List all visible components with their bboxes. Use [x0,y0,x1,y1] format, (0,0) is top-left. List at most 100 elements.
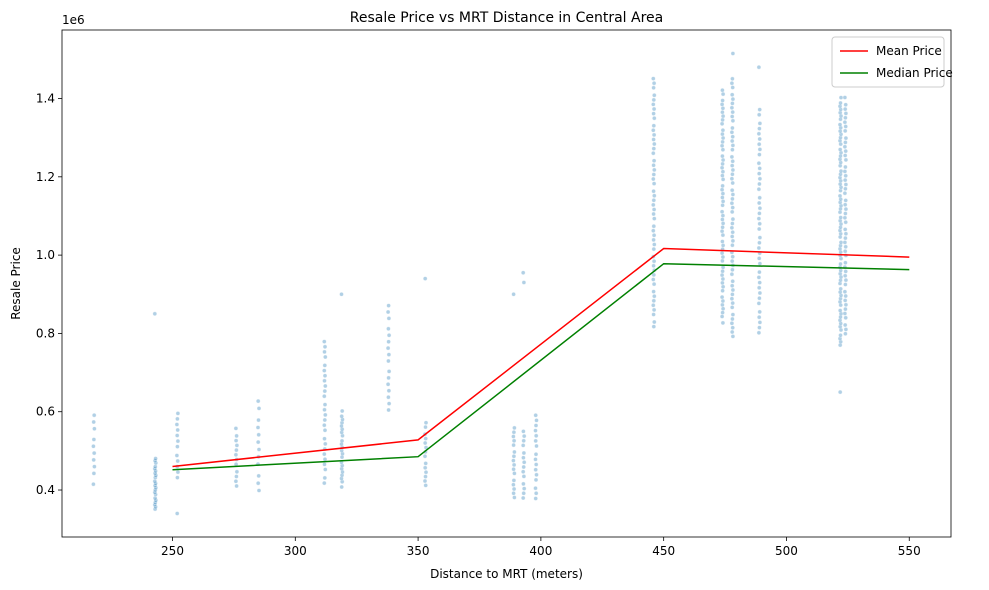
scatter-point [651,207,657,212]
scatter-point [511,482,516,487]
scatter-point [838,200,843,205]
scatter-point [757,166,762,171]
scatter-point [651,102,656,107]
scatter-point [511,467,516,472]
chart-title: Resale Price vs MRT Distance in Central … [350,10,663,26]
scatter-point [175,411,181,416]
y-tick-label: 1.0 [36,248,55,262]
scatter-point [651,281,657,287]
scatter-point [719,165,725,170]
scatter-point [757,256,762,261]
legend-label-mean-price: Mean Price [876,44,942,58]
scatter-point [730,76,735,81]
scatter-point [838,107,843,112]
scatter-point [256,481,261,486]
scatter-point [386,388,392,393]
scatter-point [838,342,843,348]
scatter-point [729,296,735,301]
scatter-point [730,329,735,335]
scatter-point [340,417,345,422]
scatter-point [323,441,328,447]
scatter-point [730,312,736,317]
scatter-point [730,287,736,293]
scatter-point [730,305,735,310]
scatter-point [534,472,539,477]
scatter-point [757,226,762,232]
scatter-point [843,157,849,163]
scatter-point [651,85,656,90]
scatter-point [838,333,843,338]
x-tick-label: 500 [775,544,798,558]
scatter-point [719,314,725,319]
scatter-point [521,481,526,487]
scatter-point [511,491,516,496]
scatter-point [652,216,657,221]
scatter-point [838,168,844,174]
scatter-point [720,153,725,159]
scatter-point [233,438,239,443]
scatter-point [837,318,843,323]
scatter-point [92,426,97,431]
scatter-point [522,433,527,439]
scatter-point [730,258,735,264]
scatter-point [730,334,736,339]
scatter-point [91,437,97,442]
scatter-point [652,93,657,98]
scatter-point [651,303,656,308]
scatter-point [153,475,158,480]
scatter-point [843,293,848,299]
scatter-point [720,199,726,204]
scatter-point [651,128,656,133]
scatter-point [838,141,843,147]
scatter-point [339,441,344,447]
scatter-point [719,121,725,126]
scatter-point [730,196,735,202]
scatter-point [153,481,158,486]
scatter-point [843,198,848,203]
scatter-point [729,321,735,326]
scatter-point [521,455,526,460]
scatter-point [730,109,735,115]
scatter-point [757,235,763,240]
scatter-point [152,483,158,488]
scatter-point [533,413,538,418]
scatter-point [757,280,762,285]
scatter-point [843,182,849,187]
scatter-point [843,177,848,183]
scatter-point [837,175,843,180]
scatter-point [423,483,428,488]
scatter-point [757,147,763,152]
scatter-point [322,368,327,373]
scatter-point [719,229,725,234]
scatter-point [843,298,848,303]
scatter-point [730,180,735,186]
scatter-point [152,495,158,501]
scatter-point [756,65,762,70]
scatter-point [730,209,735,215]
scatter-point [757,309,762,315]
scatter-point [843,269,848,274]
x-tick-label: 250 [161,544,184,558]
scatter-point [843,249,848,254]
scatter-point [534,418,539,423]
scatter-point [838,293,844,298]
scatter-point [152,502,157,507]
scatter-point [386,358,391,364]
scatter-point [720,161,725,167]
scatter-point [730,159,735,164]
scatter-point [322,339,327,344]
scatter-point [843,327,849,332]
scatter-point [651,132,657,138]
scatter-point [652,319,657,325]
scatter-point [322,402,328,407]
x-tick-label: 300 [284,544,307,558]
scatter-point [757,107,762,112]
plot-frame [61,29,952,538]
scatter-point [730,238,736,244]
scatter-point [534,462,539,467]
scatter-point [843,148,848,154]
scatter-point [651,198,656,203]
scatter-point [837,193,843,199]
scatter-point [651,228,656,233]
